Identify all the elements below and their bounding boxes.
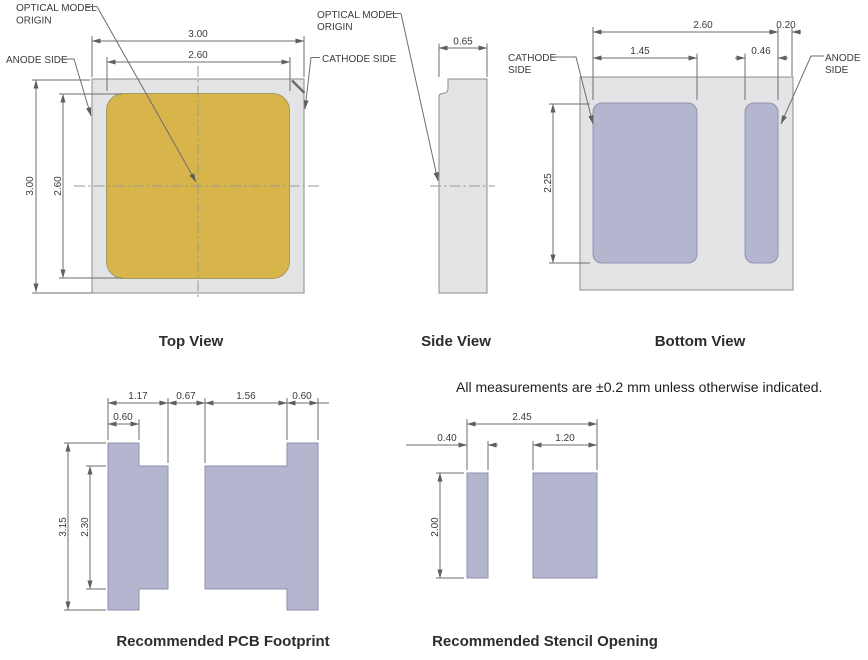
dim-value: 1.45 (630, 46, 650, 57)
anode-pad (744, 102, 779, 264)
dim-footprint-left-tab-width: 0.60 (107, 412, 140, 440)
callout-label: CATHODE SIDE (322, 54, 397, 65)
dim-value: 1.17 (128, 391, 148, 402)
dim-footprint-chain-top: 1.17 0.67 1.56 0.60 (107, 391, 329, 463)
dim-value: 0.60 (292, 391, 312, 402)
dim-value: 2.25 (543, 173, 554, 193)
dim-side-width: 0.65 (438, 37, 488, 77)
callout-label: ORIGIN (317, 22, 353, 33)
dim-top-inner-width: 2.60 (106, 50, 291, 91)
leader-line (96, 6, 197, 183)
dim-value: 3.15 (58, 517, 69, 537)
leader-line (303, 57, 320, 110)
cathode-corner-chamfer (291, 79, 306, 94)
callout-label: CATHODE (508, 53, 556, 64)
dim-top-inner-height: 2.60 (53, 93, 122, 279)
pcb-footprint: 1.17 0.67 1.56 0.60 0.60 3.15 2.30 Recom… (58, 391, 330, 650)
dim-value: 0.67 (176, 391, 196, 402)
dim-stencil-span: 2.45 (466, 412, 598, 470)
dim-bottom-pads-span: 2.60 (592, 20, 779, 100)
dim-bottom-pad-height: 2.25 (543, 103, 590, 264)
leader-line (61, 58, 92, 117)
dim-top-outer-width: 3.00 (91, 29, 305, 77)
callout-label: ANODE (825, 53, 861, 64)
tolerance-note: All measurements are ±0.2 mm unless othe… (456, 379, 822, 395)
dim-bottom-cathode-pad-width: 1.45 (592, 46, 698, 100)
dim-stencil-right-width: 1.20 (532, 433, 598, 470)
dim-value: 2.60 (188, 50, 208, 61)
side-view: 0.65 OPTICAL MODEL ORIGIN Side View (317, 10, 495, 350)
footprint-right-pad (204, 442, 319, 611)
cathode-pad (592, 102, 698, 264)
side-view-package-body (438, 78, 488, 294)
callout-label: SIDE (508, 65, 532, 76)
callout-label: OPTICAL MODEL (317, 10, 398, 21)
callout-label: ORIGIN (16, 16, 52, 27)
stencil-opening: 2.45 0.40 1.20 2.00 Recommended Stencil … (406, 412, 658, 650)
callout-cathode-side-top: CATHODE SIDE (303, 54, 397, 110)
dim-value: 0.40 (437, 433, 457, 444)
dim-value: 0.20 (776, 20, 796, 31)
dim-bottom-anode-edge-gap: 0.20 (769, 20, 801, 76)
leader-line (551, 56, 594, 125)
stencil-left-opening (466, 472, 489, 579)
leader-line (400, 13, 439, 182)
dim-value: 2.30 (80, 517, 91, 537)
callout-label: OPTICAL MODEL (16, 3, 97, 14)
callout-cathode-side-bottom: CATHODE SIDE (508, 53, 594, 125)
bottom-view: 2.60 0.20 1.45 0.46 2.25 CATHODE SID (508, 20, 861, 350)
dim-value: 0.60 (113, 412, 133, 423)
stencil-right-opening (532, 472, 598, 579)
bottom-view-title: Bottom View (655, 333, 746, 350)
dim-value: 2.60 (53, 176, 64, 196)
dim-value: 0.46 (751, 46, 771, 57)
pcb-footprint-title: Recommended PCB Footprint (116, 633, 329, 650)
leader-line (780, 55, 824, 125)
dim-value: 3.00 (25, 176, 36, 196)
callout-optical-model-origin-top: OPTICAL MODEL ORIGIN (16, 3, 197, 183)
callout-optical-model-origin-side: OPTICAL MODEL ORIGIN (317, 10, 439, 182)
callout-label: ANODE SIDE (6, 55, 68, 66)
side-view-title: Side View (421, 333, 491, 350)
dim-value: 1.56 (236, 391, 256, 402)
dim-stencil-height: 2.00 (430, 472, 464, 579)
dim-value: 1.20 (555, 433, 575, 444)
dim-value: 3.00 (188, 29, 208, 40)
top-view: 3.00 2.60 3.00 2.60 OPTICAL MODEL ORIGIN (6, 3, 397, 350)
callout-label: SIDE (825, 65, 849, 76)
dim-stencil-left-width: 0.40 (406, 433, 498, 470)
dim-footprint-inner-height: 2.30 (80, 465, 106, 590)
callout-anode-side-bottom: ANODE SIDE (780, 53, 861, 125)
dim-footprint-total-height: 3.15 (58, 442, 106, 611)
stencil-opening-title: Recommended Stencil Opening (432, 633, 658, 650)
footprint-left-pad (107, 442, 169, 611)
dim-value: 2.00 (430, 517, 441, 537)
callout-anode-side-top: ANODE SIDE (6, 55, 92, 117)
top-view-title: Top View (159, 333, 224, 350)
dim-value: 2.60 (693, 20, 713, 31)
dim-value: 0.65 (453, 37, 473, 48)
dim-value: 2.45 (512, 412, 532, 423)
dim-bottom-anode-pad-width: 0.46 (735, 46, 788, 100)
